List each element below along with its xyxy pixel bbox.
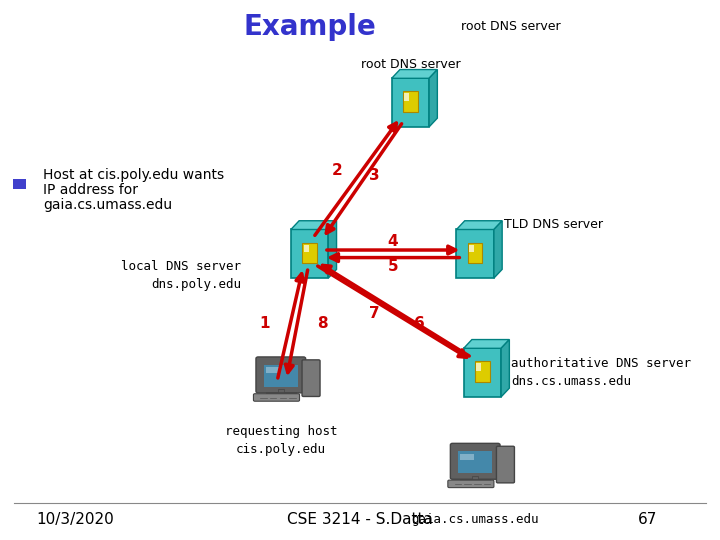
Bar (405, 93, 410, 100)
Text: root DNS server: root DNS server (461, 21, 560, 33)
Bar (477, 363, 482, 370)
Bar (392, 78, 429, 127)
Polygon shape (456, 221, 502, 230)
FancyBboxPatch shape (497, 446, 515, 483)
Bar (460, 454, 474, 460)
Bar (464, 348, 501, 397)
Bar (278, 389, 284, 394)
Bar (468, 242, 482, 263)
Polygon shape (501, 340, 509, 397)
FancyBboxPatch shape (253, 394, 300, 401)
Text: 7: 7 (369, 306, 379, 321)
FancyBboxPatch shape (256, 357, 306, 393)
Text: Example: Example (243, 13, 376, 41)
Bar (456, 230, 494, 278)
Bar (266, 393, 296, 395)
Polygon shape (291, 221, 336, 230)
Bar (266, 367, 279, 374)
Bar (475, 361, 490, 382)
Bar (460, 479, 490, 482)
Text: local DNS server
dns.poly.edu: local DNS server dns.poly.edu (121, 260, 241, 291)
Text: 2: 2 (332, 163, 342, 178)
Bar (304, 245, 309, 252)
Text: root DNS server: root DNS server (361, 58, 460, 71)
Bar (472, 476, 479, 481)
Text: gaia.cs.umass.edu: gaia.cs.umass.edu (43, 198, 172, 212)
Text: 6: 6 (414, 316, 424, 332)
Text: 8: 8 (318, 316, 328, 332)
Polygon shape (494, 221, 502, 278)
Polygon shape (328, 221, 336, 278)
Bar (264, 364, 298, 387)
Text: 67: 67 (639, 512, 657, 527)
Text: 1: 1 (260, 316, 270, 332)
FancyBboxPatch shape (448, 480, 494, 488)
Text: gaia.cs.umass.edu: gaia.cs.umass.edu (411, 513, 539, 526)
Text: 4: 4 (388, 234, 398, 249)
Bar (458, 451, 492, 474)
Bar (469, 245, 474, 252)
Bar (302, 242, 317, 263)
FancyBboxPatch shape (302, 360, 320, 396)
Text: Host at cis.poly.edu wants: Host at cis.poly.edu wants (43, 168, 225, 183)
FancyBboxPatch shape (451, 443, 500, 480)
Text: 5: 5 (388, 259, 398, 274)
Text: CSE 3214 - S.Datta: CSE 3214 - S.Datta (287, 512, 433, 527)
Bar (13, 179, 26, 189)
Text: IP address for: IP address for (43, 183, 138, 197)
Text: TLD DNS server: TLD DNS server (504, 218, 603, 231)
Polygon shape (429, 70, 437, 127)
Text: 3: 3 (369, 168, 379, 183)
Text: requesting host
cis.poly.edu: requesting host cis.poly.edu (225, 424, 337, 456)
Text: authoritative DNS server
dns.cs.umass.edu: authoritative DNS server dns.cs.umass.ed… (511, 357, 691, 388)
Bar (291, 230, 328, 278)
Bar (403, 91, 418, 112)
Text: 10/3/2020: 10/3/2020 (36, 512, 114, 527)
Polygon shape (392, 70, 437, 78)
Polygon shape (464, 340, 509, 348)
